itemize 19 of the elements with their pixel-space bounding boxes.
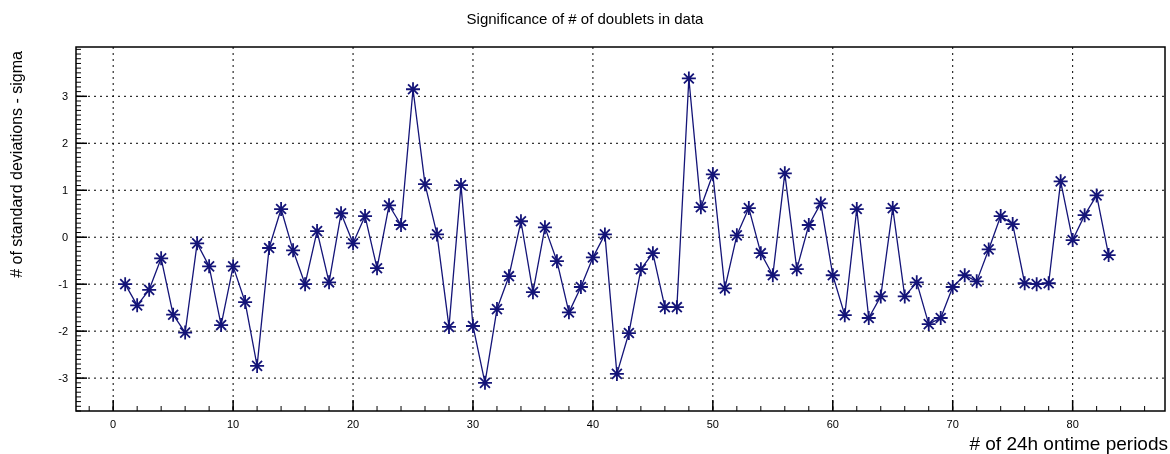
- x-tick-label: 40: [586, 418, 600, 430]
- x-tick-label: 0: [110, 418, 117, 430]
- y-tick-label: -2: [58, 325, 68, 338]
- y-tick-label: 3: [61, 90, 68, 103]
- x-tick-label: 50: [706, 418, 719, 430]
- y-tick-label: 0: [61, 231, 68, 244]
- x-tick-label: 30: [466, 418, 480, 430]
- y-tick-label: 2: [61, 137, 68, 150]
- x-tick-label: 10: [226, 418, 240, 430]
- x-tick-label: 70: [946, 418, 959, 430]
- x-tick-label: 60: [826, 418, 839, 430]
- x-tick-label: 80: [1066, 418, 1079, 430]
- x-axis-title: # of 24h ontime periods: [969, 433, 1168, 454]
- y-tick-label: -1: [58, 278, 68, 291]
- y-tick-label: -3: [58, 372, 68, 385]
- chart-title: Significance of # of doublets in data: [466, 10, 705, 27]
- x-tick-label: 20: [346, 418, 360, 430]
- y-tick-label: 1: [61, 184, 68, 197]
- y-axis-title: # of standard deviations - sigma: [8, 50, 25, 278]
